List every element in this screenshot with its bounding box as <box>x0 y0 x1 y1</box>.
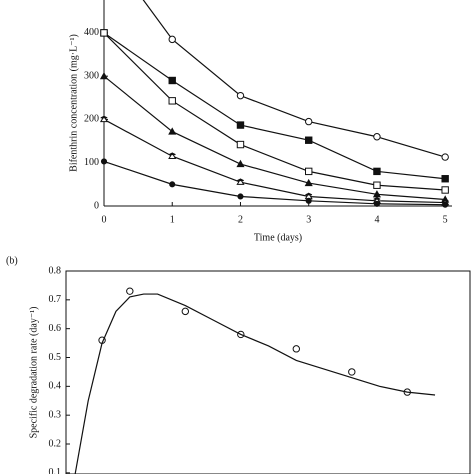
marker <box>237 193 244 200</box>
marker <box>168 35 176 44</box>
series-line <box>103 160 446 206</box>
x-axis-label: Time (days) <box>254 232 302 243</box>
marker <box>305 117 313 126</box>
y-tick-label: 0.2 <box>49 438 62 449</box>
plot-area <box>74 287 436 474</box>
marker <box>372 190 381 198</box>
y-tick-label: 0.7 <box>49 294 62 305</box>
marker <box>126 287 134 295</box>
series-line <box>103 32 446 180</box>
marker <box>441 175 449 183</box>
marker <box>373 167 381 176</box>
marker <box>100 29 108 37</box>
y-tick-label: 100 <box>84 157 99 168</box>
marker <box>168 97 176 105</box>
panel-label: (b) <box>6 255 18 266</box>
x-tick-label: 5 <box>443 214 448 225</box>
marker <box>236 121 245 129</box>
x-tick-label: 1 <box>170 214 175 225</box>
marker <box>168 76 176 85</box>
y-tick-label: 0 <box>94 200 99 211</box>
y-tick-label: 200 <box>84 114 99 125</box>
plot-area <box>100 0 450 208</box>
y-tick-label: 0.3 <box>49 409 62 420</box>
y-axis-label: Bifenthrin concentration (mg·L⁻¹) <box>68 34 79 172</box>
marker <box>441 186 449 194</box>
series-line <box>103 75 446 201</box>
x-tick-label: 3 <box>306 214 311 225</box>
series-line <box>142 0 446 158</box>
marker <box>100 115 109 123</box>
y-tick-label: 0.8 <box>49 265 62 276</box>
x-tick-label: 4 <box>374 214 379 225</box>
marker <box>181 307 190 316</box>
y-tick-label: 0.5 <box>49 352 62 363</box>
marker <box>305 136 313 144</box>
marker <box>373 133 381 141</box>
marker <box>168 152 177 159</box>
marker <box>441 153 449 161</box>
y-tick-label: 0.1 <box>49 467 62 474</box>
x-tick-label: 0 <box>102 214 107 225</box>
series-line <box>103 32 446 191</box>
marker <box>100 71 109 80</box>
marker <box>236 159 245 168</box>
marker <box>348 368 356 376</box>
marker <box>304 178 313 187</box>
marker <box>236 140 245 149</box>
y-tick-label: 400 <box>84 27 99 38</box>
series-line <box>74 293 436 474</box>
marker <box>236 91 245 100</box>
marker <box>292 345 301 353</box>
marker <box>304 192 313 200</box>
marker <box>305 197 312 204</box>
x-tick-label: 2 <box>238 214 243 225</box>
y-tick-label: 300 <box>84 70 99 81</box>
series-line <box>103 118 446 204</box>
marker <box>100 158 108 165</box>
marker <box>442 201 449 208</box>
marker <box>236 178 245 185</box>
y-tick-label: 0.6 <box>49 323 62 334</box>
y-tick-label: 0.4 <box>49 381 62 392</box>
marker <box>168 127 177 135</box>
marker <box>373 181 381 189</box>
marker <box>373 200 381 207</box>
marker <box>169 181 176 188</box>
marker <box>305 167 313 176</box>
plot-frame <box>65 270 471 474</box>
y-axis-label: Specific degradation rate (day⁻¹) <box>28 307 39 439</box>
